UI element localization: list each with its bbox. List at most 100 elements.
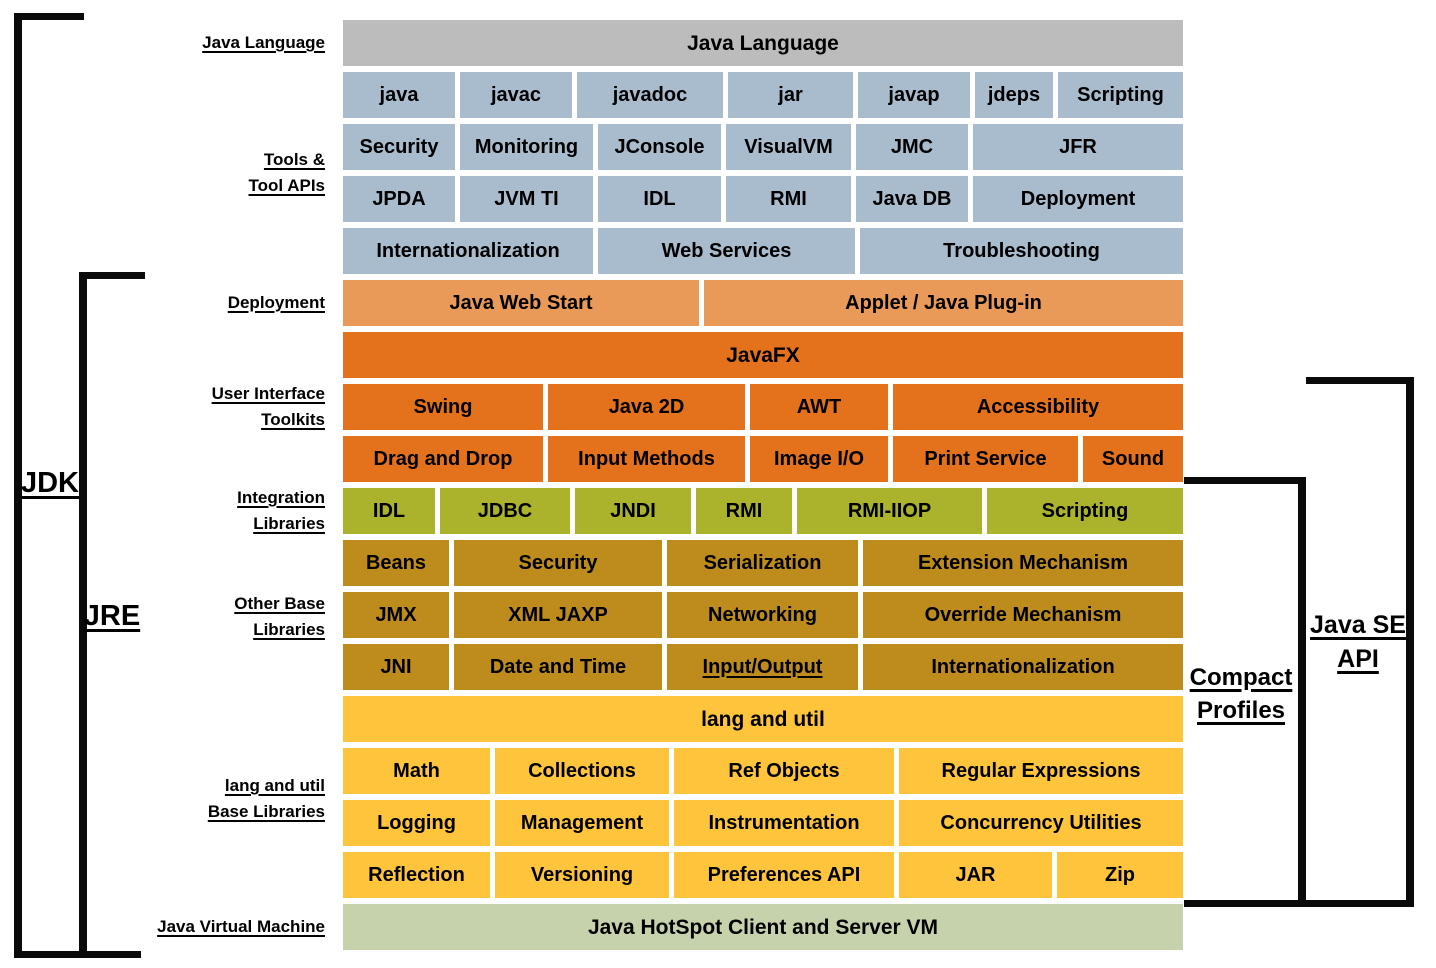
java-se-api-bracket-top-line — [1306, 377, 1414, 384]
cell-internationalization[interactable]: Internationalization — [343, 228, 593, 274]
cell-javap[interactable]: javap — [858, 72, 970, 118]
cell-accessibility[interactable]: Accessibility — [893, 384, 1183, 430]
cell-regular-expressions[interactable]: Regular Expressions — [899, 748, 1183, 794]
cell-concurrency-utilities[interactable]: Concurrency Utilities — [899, 800, 1183, 846]
row-javafx-row: JavaFX — [343, 332, 1183, 378]
cell-drag-and-drop[interactable]: Drag and Drop — [343, 436, 543, 482]
jre-label[interactable]: JRE — [83, 600, 141, 632]
jdk-bracket-vertical-line — [14, 13, 22, 958]
cell-input-output[interactable]: Input/Output — [667, 644, 858, 690]
row-lang-util-banner: lang and util — [343, 696, 1183, 742]
cell-date-and-time[interactable]: Date and Time — [454, 644, 662, 690]
cell-rmi-iiop[interactable]: RMI-IIOP — [797, 488, 982, 534]
cell-override-mechanism[interactable]: Override Mechanism — [863, 592, 1183, 638]
cell-reflection[interactable]: Reflection — [343, 852, 490, 898]
row-integration-row: IDL JDBC JNDI RMI RMI-IIOP Scripting — [343, 488, 1183, 534]
cell-java-db[interactable]: Java DB — [856, 176, 968, 222]
cell-deployment[interactable]: Deployment — [973, 176, 1183, 222]
cell-jni[interactable]: JNI — [343, 644, 449, 690]
cell-javadoc[interactable]: javadoc — [577, 72, 723, 118]
cell-security[interactable]: Security — [454, 540, 662, 586]
cell-print-service[interactable]: Print Service — [893, 436, 1078, 482]
side-label-deployment[interactable]: Deployment — [227, 293, 325, 312]
cell-applet-java-plug-in[interactable]: Applet / Java Plug-in — [704, 280, 1183, 326]
cell-swing[interactable]: Swing — [343, 384, 543, 430]
row-tools-row-3: JPDA JVM TI IDL RMI Java DB Deployment — [343, 176, 1183, 222]
cell-serialization[interactable]: Serialization — [667, 540, 858, 586]
cell-collections[interactable]: Collections — [495, 748, 669, 794]
cell-scripting[interactable]: Scripting — [987, 488, 1183, 534]
compact-profiles-bracket-vertical-line — [1298, 477, 1306, 907]
side-label-integration-libraries[interactable]: Integration Libraries — [237, 488, 325, 533]
row-java-language-banner: Java Language — [343, 20, 1183, 66]
side-label-tools-tool-apis[interactable]: Tools & Tool APIs — [248, 150, 326, 195]
compact-profiles-label[interactable]: Compact Profiles — [1189, 664, 1293, 724]
cell-zip[interactable]: Zip — [1057, 852, 1183, 898]
cell-java-web-start[interactable]: Java Web Start — [343, 280, 699, 326]
cell-jmx[interactable]: JMX — [343, 592, 449, 638]
cell-jdbc[interactable]: JDBC — [440, 488, 570, 534]
cell-visualvm[interactable]: VisualVM — [726, 124, 851, 170]
cell-javafx[interactable]: JavaFX — [343, 332, 1183, 378]
cell-instrumentation[interactable]: Instrumentation — [674, 800, 894, 846]
java-se-api-bracket-vertical-line — [1406, 377, 1414, 907]
jdk-jre-bracket-bottom-line — [14, 951, 141, 958]
jdk-bracket-top-line — [14, 13, 84, 20]
cell-lang-and-util[interactable]: lang and util — [343, 696, 1183, 742]
cell-networking[interactable]: Networking — [667, 592, 858, 638]
cell-java-language[interactable]: Java Language — [343, 20, 1183, 66]
cell-rmi[interactable]: RMI — [726, 176, 851, 222]
cell-xml-jaxp[interactable]: XML JAXP — [454, 592, 662, 638]
row-other-base-row-3: JNI Date and Time Input/Output Internationa… — [343, 644, 1183, 690]
cell-extension-mechanism[interactable]: Extension Mechanism — [863, 540, 1183, 586]
cell-idl[interactable]: IDL — [343, 488, 435, 534]
cell-management[interactable]: Management — [495, 800, 669, 846]
cell-sound[interactable]: Sound — [1083, 436, 1183, 482]
cell-troubleshooting[interactable]: Troubleshooting — [860, 228, 1183, 274]
cell-monitoring[interactable]: Monitoring — [460, 124, 593, 170]
cell-javac[interactable]: javac — [460, 72, 572, 118]
side-label-java-virtual-machine[interactable]: Java Virtual Machine — [157, 917, 325, 936]
cell-beans[interactable]: Beans — [343, 540, 449, 586]
cell-awt[interactable]: AWT — [750, 384, 888, 430]
jdk-label[interactable]: JDK — [20, 467, 79, 499]
row-deployment-row: Java Web Start Applet / Java Plug-in — [343, 280, 1183, 326]
row-tools-row-1: java javac javadoc jar javap jdeps Scripting — [343, 72, 1183, 118]
cell-java-2d[interactable]: Java 2D — [548, 384, 745, 430]
cell-ref-objects[interactable]: Ref Objects — [674, 748, 894, 794]
row-other-base-row-2: JMX XML JAXP Networking Override Mechanism — [343, 592, 1183, 638]
cell-jpda[interactable]: JPDA — [343, 176, 455, 222]
cell-jar[interactable]: JAR — [899, 852, 1052, 898]
cell-versioning[interactable]: Versioning — [495, 852, 669, 898]
cell-logging[interactable]: Logging — [343, 800, 490, 846]
cell-java[interactable]: java — [343, 72, 455, 118]
java-se-api-label[interactable]: Java SE API — [1310, 611, 1406, 673]
side-label-other-base-libraries[interactable]: Other Base Libraries — [234, 594, 325, 639]
row-tools-row-2: Security Monitoring JConsole VisualVM JMC JFR — [343, 124, 1183, 170]
cell-idl[interactable]: IDL — [598, 176, 721, 222]
side-label-java-language[interactable]: Java Language — [202, 33, 325, 52]
side-label-lang-util-base-libraries[interactable]: lang and util Base Libraries — [207, 776, 325, 821]
cell-jndi[interactable]: JNDI — [575, 488, 691, 534]
side-label-user-interface-toolkits[interactable]: User Interface Toolkits — [211, 384, 325, 429]
cell-jvm-ti[interactable]: JVM TI — [460, 176, 593, 222]
cell-jmc[interactable]: JMC — [856, 124, 968, 170]
cell-security[interactable]: Security — [343, 124, 455, 170]
cell-java-hotspot-client-and-server-vm[interactable]: Java HotSpot Client and Server VM — [343, 904, 1183, 950]
row-jvm-row: Java HotSpot Client and Server VM — [343, 904, 1183, 950]
cell-jar[interactable]: jar — [728, 72, 853, 118]
cell-rmi[interactable]: RMI — [696, 488, 792, 534]
cell-web-services[interactable]: Web Services — [598, 228, 855, 274]
cell-jdeps[interactable]: jdeps — [975, 72, 1053, 118]
cell-scripting[interactable]: Scripting — [1058, 72, 1183, 118]
cell-internationalization[interactable]: Internationalization — [863, 644, 1183, 690]
cell-jconsole[interactable]: JConsole — [598, 124, 721, 170]
row-other-base-row-1: Beans Security Serialization Extension Mech… — [343, 540, 1183, 586]
cell-preferences-api[interactable]: Preferences API — [674, 852, 894, 898]
jre-bracket-top-line — [79, 272, 145, 279]
cell-input-methods[interactable]: Input Methods — [548, 436, 745, 482]
cell-math[interactable]: Math — [343, 748, 490, 794]
cell-image-i-o[interactable]: Image I/O — [750, 436, 888, 482]
cell-jfr[interactable]: JFR — [973, 124, 1183, 170]
